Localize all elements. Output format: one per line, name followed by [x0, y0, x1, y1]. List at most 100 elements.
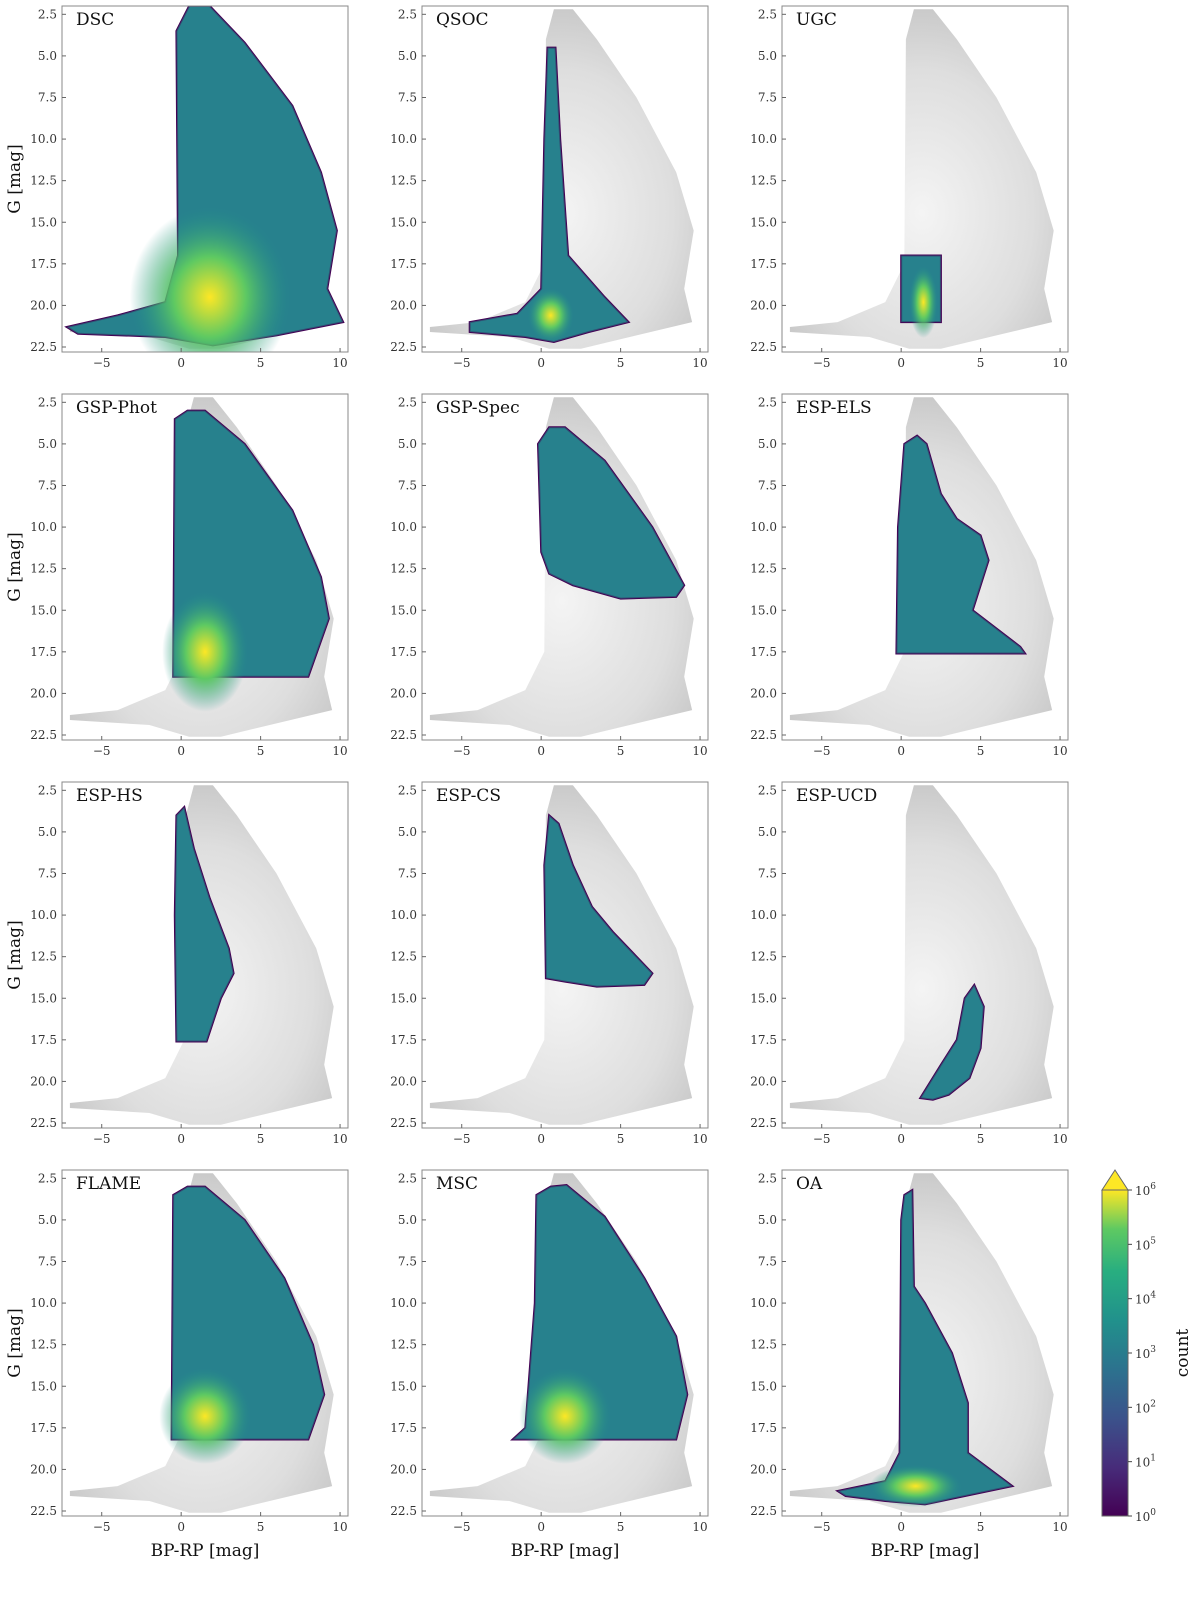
- y-axis-label: G [mag]: [5, 1308, 25, 1377]
- panel-esp-cs: 2.5 5.0 7.5 10.0 12.5 15.0 17.5 20.0 22.5 −5 0 5 10 E…: [390, 781, 709, 1146]
- x-tick-label: 10: [692, 356, 707, 370]
- panel-frame: [421, 1169, 709, 1517]
- y-tick-label: 20.0: [390, 298, 417, 312]
- y-tick-label: 22.5: [30, 1116, 57, 1130]
- y-tick-label: 2.5: [398, 1171, 417, 1185]
- y-tick-label: 15.0: [30, 215, 57, 229]
- y-tick-label: 12.5: [390, 950, 417, 964]
- y-tick-label: 7.5: [38, 1254, 57, 1268]
- panel-qsoc: 2.5 5.0 7.5 10.0 12.5 15.0 17.5 20.0 22.5 −5 0 5 10 Q…: [390, 5, 709, 370]
- y-tick-label: 12.5: [750, 1338, 777, 1352]
- colorbar-extend-arrow: [1101, 1169, 1129, 1191]
- x-tick-label: 5: [617, 744, 625, 758]
- y-tick-label: 2.5: [398, 783, 417, 797]
- panel-frame: [781, 393, 1069, 741]
- subset-density-core: [920, 984, 984, 1100]
- panel-frame: [61, 1169, 349, 1517]
- y-tick-label: 15.0: [750, 603, 777, 617]
- panel-title: GSP-Phot: [76, 398, 157, 418]
- y-tick-label: 7.5: [398, 1254, 417, 1268]
- panel-gsp-phot: 2.5 5.0 7.5 10.0 12.5 15.0 17.5 20.0 22.5 −5 0 5 10 G…: [5, 393, 349, 758]
- panel-esp-ucd: 2.5 5.0 7.5 10.0 12.5 15.0 17.5 20.0 22.5 −5 0 5 10 E…: [750, 781, 1069, 1146]
- density-peak: [159, 1368, 251, 1465]
- panel-title: FLAME: [76, 1174, 141, 1194]
- panel-ugc: 2.5 5.0 7.5 10.0 12.5 15.0 17.5 20.0 22.5 −5 0 5 10 U…: [750, 5, 1069, 370]
- y-tick-label: 17.5: [390, 1033, 417, 1047]
- x-tick-label: 0: [177, 1132, 185, 1146]
- y-tick-label: 17.5: [750, 645, 777, 659]
- panel-frame: [61, 393, 349, 741]
- y-tick-label: 10.0: [390, 1296, 417, 1310]
- y-tick-label: 10.0: [30, 1296, 57, 1310]
- y-tick-label: 15.0: [750, 991, 777, 1005]
- y-tick-label: 15.0: [30, 1379, 57, 1393]
- y-tick-label: 5.0: [38, 49, 57, 63]
- x-axis-label: BP-RP [mag]: [151, 1541, 260, 1561]
- y-tick-label: 20.0: [390, 1462, 417, 1476]
- x-tick-label: −5: [93, 1520, 111, 1534]
- y-tick-label: 20.0: [390, 1074, 417, 1088]
- x-tick-label: 10: [332, 1132, 347, 1146]
- y-tick-label: 12.5: [750, 174, 777, 188]
- panel-frame: [781, 5, 1069, 353]
- y-tick-label: 15.0: [390, 1379, 417, 1393]
- subset-density-core: [469, 47, 629, 342]
- y-tick-label: 22.5: [390, 1504, 417, 1518]
- x-tick-label: 5: [617, 1520, 625, 1534]
- x-tick-label: −5: [813, 1132, 831, 1146]
- subset-density-core: [174, 807, 234, 1042]
- y-tick-label: 15.0: [750, 1379, 777, 1393]
- panel-frame: [421, 781, 709, 1129]
- x-tick-label: 5: [977, 356, 985, 370]
- panel-msc: 2.5 5.0 7.5 10.0 12.5 15.0 17.5 20.0 22.5 −5 0 5 10 M…: [390, 1169, 709, 1561]
- y-tick-label: 2.5: [38, 1171, 57, 1185]
- y-tick-label: 5.0: [398, 49, 417, 63]
- y-tick-label: 15.0: [390, 603, 417, 617]
- y-tick-label: 7.5: [398, 478, 417, 492]
- y-tick-label: 12.5: [30, 950, 57, 964]
- density-peak: [129, 207, 290, 352]
- y-tick-label: 2.5: [38, 395, 57, 409]
- y-axis-label: G [mag]: [5, 920, 25, 989]
- subset-density-core: [837, 1190, 1013, 1505]
- y-tick-label: 10.0: [750, 908, 777, 922]
- y-tick-label: 17.5: [30, 257, 57, 271]
- y-tick-label: 12.5: [30, 174, 57, 188]
- y-tick-label: 5.0: [398, 1213, 417, 1227]
- x-tick-label: 5: [617, 356, 625, 370]
- y-tick-label: 17.5: [30, 645, 57, 659]
- panel-esp-hs: 2.5 5.0 7.5 10.0 12.5 15.0 17.5 20.0 22.5 −5 0 5 10 E…: [5, 781, 349, 1146]
- colorbar-tick-label: 104: [1135, 1291, 1156, 1307]
- y-tick-label: 10.0: [390, 132, 417, 146]
- x-tick-label: 5: [977, 1132, 985, 1146]
- y-tick-label: 7.5: [38, 90, 57, 104]
- panel-title: UGC: [796, 10, 837, 30]
- y-tick-label: 22.5: [750, 1504, 777, 1518]
- y-tick-label: 22.5: [30, 1504, 57, 1518]
- y-tick-label: 7.5: [758, 1254, 777, 1268]
- y-tick-label: 15.0: [390, 991, 417, 1005]
- y-tick-label: 10.0: [30, 520, 57, 534]
- panel-frame: [781, 1169, 1069, 1517]
- y-tick-label: 7.5: [398, 866, 417, 880]
- y-tick-label: 22.5: [750, 728, 777, 742]
- y-tick-label: 5.0: [38, 825, 57, 839]
- panel-title: ESP-UCD: [796, 786, 877, 806]
- panel-dsc: 2.5 5.0 7.5 10.0 12.5 15.0 17.5 20.0 22.5 −5 0 5 10 D…: [5, 5, 349, 370]
- y-tick-label: 20.0: [30, 1074, 57, 1088]
- x-axis-label: BP-RP [mag]: [511, 1541, 620, 1561]
- y-tick-label: 10.0: [750, 132, 777, 146]
- x-tick-label: −5: [93, 356, 111, 370]
- x-tick-label: 10: [692, 744, 707, 758]
- y-tick-label: 5.0: [398, 437, 417, 451]
- panel-esp-els: 2.5 5.0 7.5 10.0 12.5 15.0 17.5 20.0 22.5 −5 0 5 10 E…: [750, 393, 1069, 758]
- panel-title: OA: [796, 1174, 823, 1194]
- y-tick-label: 12.5: [390, 562, 417, 576]
- density-peak: [909, 266, 938, 338]
- panel-gsp-spec: 2.5 5.0 7.5 10.0 12.5 15.0 17.5 20.0 22.5 −5 0 5 10 G…: [390, 393, 709, 758]
- x-tick-label: 5: [977, 744, 985, 758]
- y-tick-label: 22.5: [750, 340, 777, 354]
- panel-title: MSC: [436, 1174, 478, 1194]
- y-tick-label: 15.0: [30, 991, 57, 1005]
- y-tick-label: 5.0: [758, 437, 777, 451]
